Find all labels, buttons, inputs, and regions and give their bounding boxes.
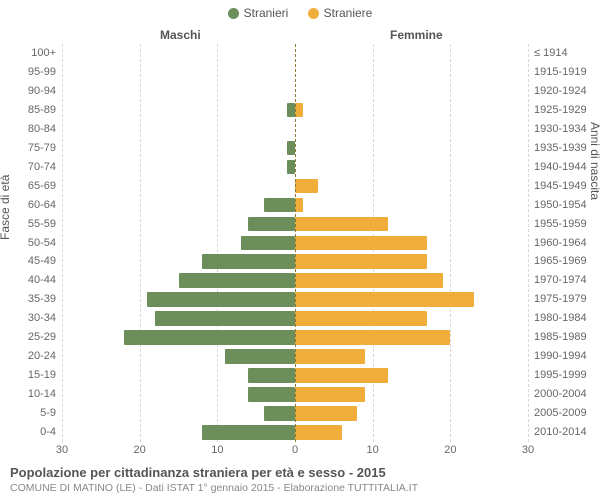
bar-male [147,292,295,307]
birth-year-label: 1915-1919 [534,66,594,78]
birth-year-label: 1980-1984 [534,312,594,324]
bar-male [248,368,295,383]
birth-year-label: 2005-2009 [534,407,594,419]
x-tick-label: 30 [56,444,68,456]
column-header-female: Femmine [390,28,443,42]
chart-footer: Popolazione per cittadinanza straniera p… [10,465,590,494]
bar-female [295,236,427,251]
bar-male [241,236,295,251]
bar-male [287,103,295,118]
bar-male [202,254,295,269]
birth-year-label: 1920-1924 [534,85,594,97]
legend-item-female: Straniere [308,6,373,20]
legend: Stranieri Straniere [0,6,600,22]
footer-subtitle: COMUNE DI MATINO (LE) - Dati ISTAT 1° ge… [10,482,590,494]
age-label: 95-99 [6,66,56,78]
age-label: 35-39 [6,293,56,305]
birth-year-label: 1990-1994 [534,350,594,362]
birth-year-label: 1925-1929 [534,104,594,116]
birth-year-label: 1960-1964 [534,237,594,249]
bar-male [155,311,295,326]
bar-female [295,406,357,421]
bar-male [124,330,295,345]
birth-year-label: 1935-1939 [534,142,594,154]
x-tick-label: 10 [211,444,223,456]
age-label: 50-54 [6,237,56,249]
legend-label-male: Stranieri [244,6,289,20]
age-label: 90-94 [6,85,56,97]
bar-female [295,368,388,383]
bar-female [295,103,303,118]
birth-year-label: 1985-1989 [534,331,594,343]
bar-female [295,387,365,402]
age-label: 25-29 [6,331,56,343]
bar-male [225,349,295,364]
birth-year-label: 1940-1944 [534,161,594,173]
footer-title: Popolazione per cittadinanza straniera p… [10,465,590,480]
bar-male [202,425,295,440]
age-label: 65-69 [6,180,56,192]
age-label: 70-74 [6,161,56,173]
legend-swatch-male [228,8,239,19]
age-label: 0-4 [6,426,56,438]
age-label: 100+ [6,47,56,59]
grid-line [528,44,529,442]
age-label: 15-19 [6,369,56,381]
birth-year-label: 1995-1999 [534,369,594,381]
age-label: 40-44 [6,274,56,286]
age-label: 45-49 [6,255,56,267]
bar-female [295,198,303,213]
birth-year-label: 2000-2004 [534,388,594,400]
age-label: 60-64 [6,199,56,211]
x-axis-ticks: 3020100102030 [62,444,528,458]
birth-year-label: ≤ 1914 [534,47,594,59]
x-tick-label: 20 [134,444,146,456]
birth-year-label: 1970-1974 [534,274,594,286]
bar-female [295,425,342,440]
bar-female [295,254,427,269]
age-label: 55-59 [6,218,56,230]
bar-male [248,387,295,402]
birth-year-label: 2010-2014 [534,426,594,438]
column-header-male: Maschi [160,28,201,42]
bar-female [295,311,427,326]
age-label: 5-9 [6,407,56,419]
birth-year-label: 1950-1954 [534,199,594,211]
bar-male [264,198,295,213]
center-axis-line [295,44,296,442]
age-label: 20-24 [6,350,56,362]
age-label: 30-34 [6,312,56,324]
bar-male [287,160,295,175]
x-tick-label: 20 [444,444,456,456]
legend-item-male: Stranieri [228,6,289,20]
birth-year-label: 1965-1969 [534,255,594,267]
bar-female [295,330,450,345]
bar-male [264,406,295,421]
bar-female [295,217,388,232]
x-tick-label: 30 [522,444,534,456]
bar-female [295,179,318,194]
legend-swatch-female [308,8,319,19]
birth-year-label: 1975-1979 [534,293,594,305]
bar-male [248,217,295,232]
population-pyramid-chart: Stranieri Straniere Maschi Femmine Fasce… [0,0,600,500]
bar-male [179,273,296,288]
bar-female [295,292,474,307]
age-label: 10-14 [6,388,56,400]
plot-area: 100+≤ 191495-991915-191990-941920-192485… [62,44,528,442]
legend-label-female: Straniere [324,6,373,20]
bar-female [295,349,365,364]
birth-year-label: 1930-1934 [534,123,594,135]
birth-year-label: 1955-1959 [534,218,594,230]
x-tick-label: 10 [367,444,379,456]
age-label: 75-79 [6,142,56,154]
bar-female [295,273,443,288]
age-label: 80-84 [6,123,56,135]
x-tick-label: 0 [292,444,298,456]
birth-year-label: 1945-1949 [534,180,594,192]
age-label: 85-89 [6,104,56,116]
bar-male [287,141,295,156]
